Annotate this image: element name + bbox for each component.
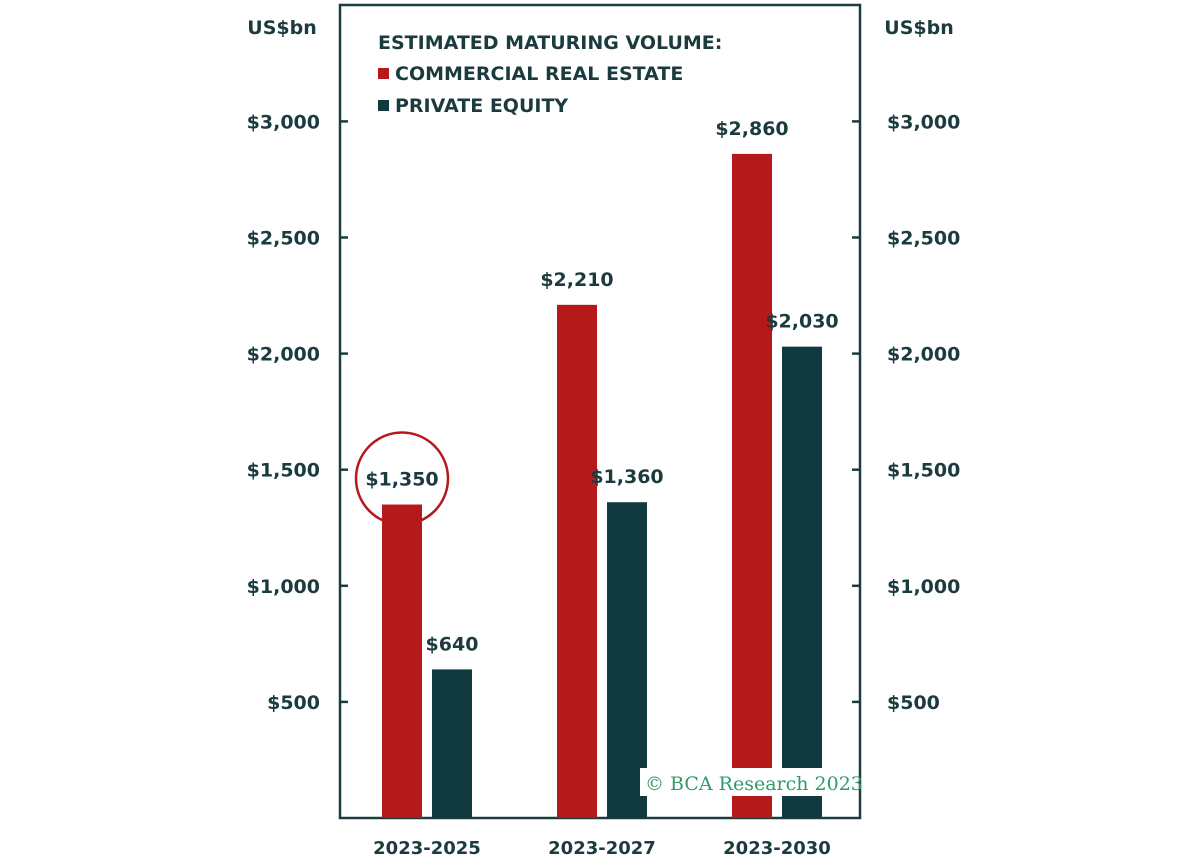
bar-commercial-real-estate-2023-2025 [382,504,422,818]
right-tick-label: $1,000 [887,576,960,598]
copyright-text: © BCA Research 2023 [645,773,863,795]
bar-private-equity-2023-2025 [432,669,472,818]
copyright-background [640,768,850,796]
highlight-circle [354,431,450,526]
plot-frame [338,3,862,820]
right-tick-label: $500 [887,692,940,714]
right-tick-label: $3,000 [887,111,960,133]
left-axis-unit: US$bn [247,17,316,39]
data-label: $1,350 [365,469,438,491]
data-label: $640 [426,633,479,655]
x-tick-label: 2023-2027 [548,838,656,859]
bar-private-equity-2023-2030 [782,346,822,818]
data-label: $1,360 [590,466,663,488]
data-label: $2,860 [715,118,788,140]
data-label: $2,210 [540,269,613,291]
x-tick-label: 2023-2025 [373,838,481,859]
bar-commercial-real-estate-2023-2027 [557,304,597,818]
left-tick-label: $500 [267,692,320,714]
legend-label: PRIVATE EQUITY [395,95,568,117]
left-tick-label: $3,000 [247,111,320,133]
right-tick-label: $1,500 [887,460,960,482]
left-tick-label: $2,500 [247,228,320,250]
left-tick-label: $1,000 [247,576,320,598]
right-tick-label: $2,500 [887,228,960,250]
left-tick-label: $1,500 [247,460,320,482]
right-tick-label: $2,000 [887,344,960,366]
bar-private-equity-2023-2027 [607,502,647,818]
legend-swatch [378,68,389,79]
legend-title: ESTIMATED MATURING VOLUME: [378,32,722,54]
x-tick-label: 2023-2030 [723,838,831,859]
data-label: $2,030 [765,311,838,333]
right-axis-unit: US$bn [884,17,953,39]
bar-commercial-real-estate-2023-2030 [732,153,772,818]
legend-label: COMMERCIAL REAL ESTATE [395,63,683,85]
legend-swatch [378,100,389,111]
left-tick-label: $2,000 [247,344,320,366]
